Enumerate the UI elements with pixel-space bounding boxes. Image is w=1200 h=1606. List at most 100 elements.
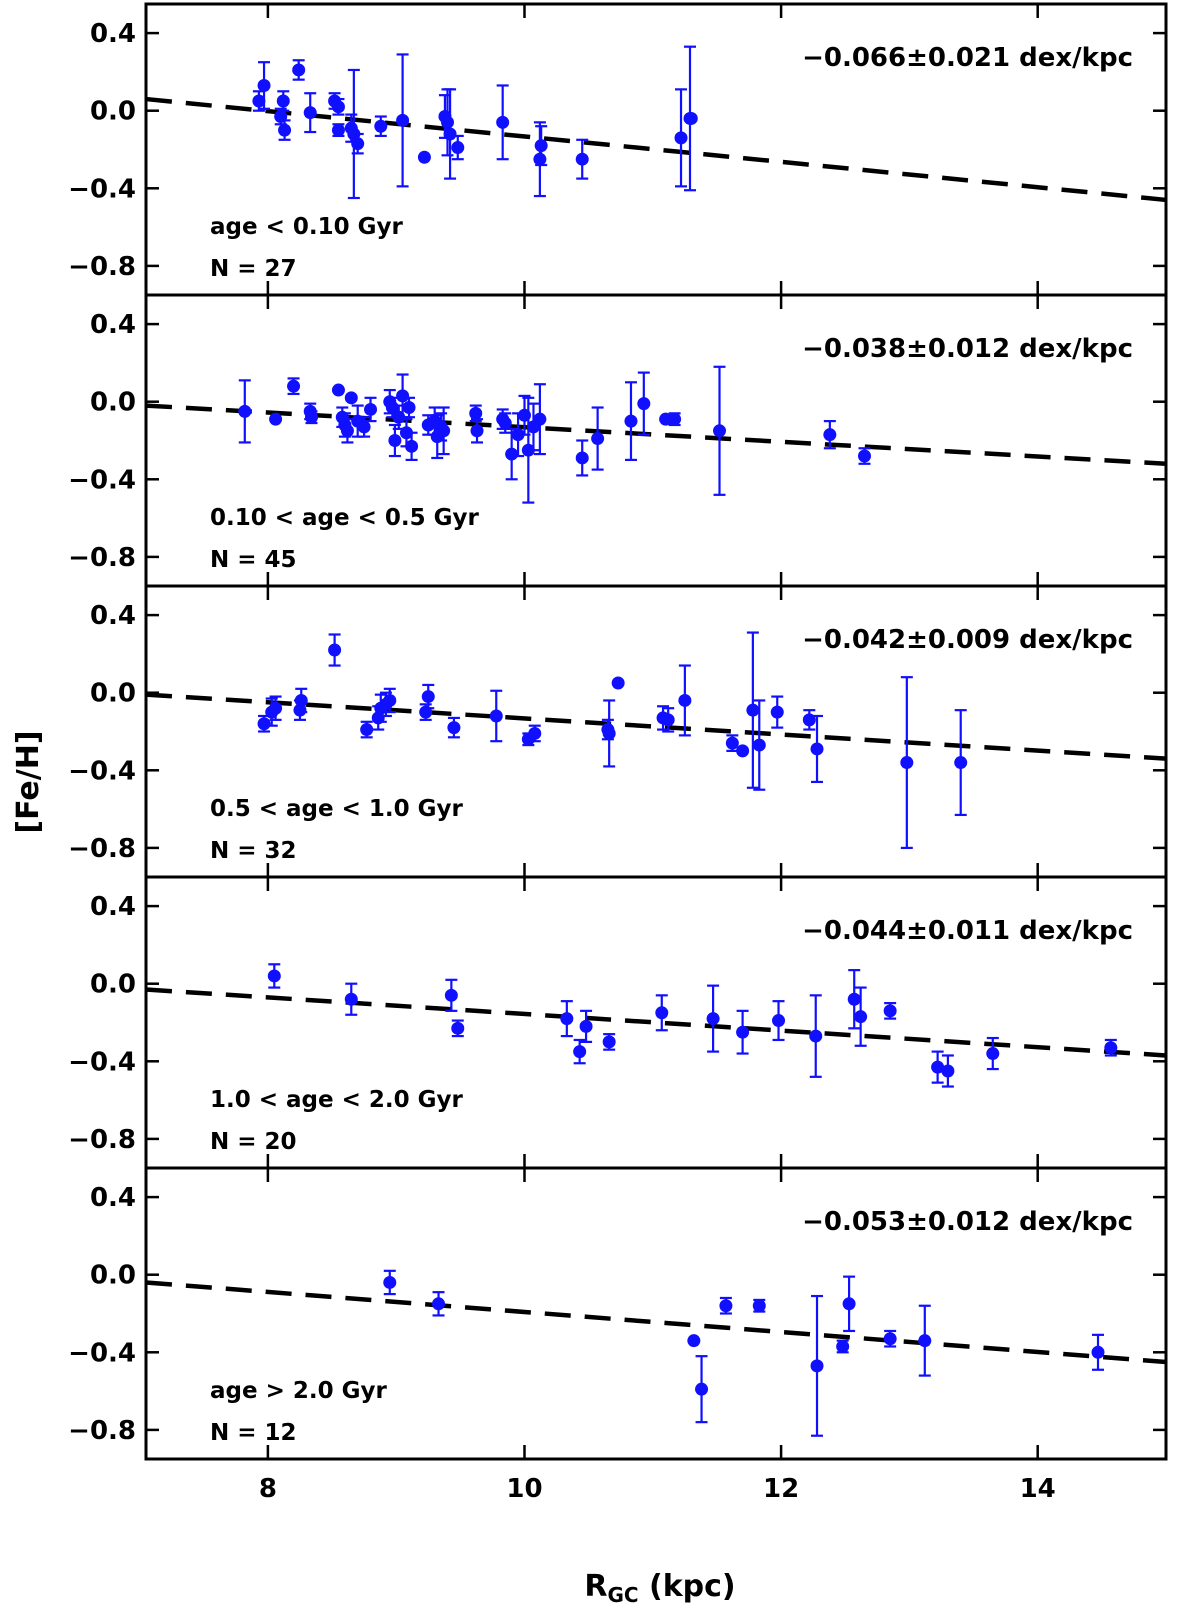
data-point [659, 412, 673, 426]
gradient-label: −0.042±0.009 dex/kpc [802, 625, 1133, 655]
data-point [451, 141, 465, 155]
data-point [451, 1021, 465, 1035]
y-tick-label: −0.8 [68, 252, 136, 282]
data-point [437, 424, 451, 438]
data-point [396, 113, 410, 127]
data-point [421, 690, 435, 704]
y-tick-label: 0.0 [90, 97, 136, 127]
data-point [360, 723, 374, 737]
age-range-label: 1.0 < age < 2.0 Gyr [210, 1087, 464, 1113]
gradient-label: −0.038±0.012 dex/kpc [802, 334, 1133, 364]
data-point [752, 1299, 766, 1313]
data-point [674, 131, 688, 145]
data-point [498, 416, 512, 430]
data-point [591, 432, 605, 446]
data-point [1091, 1345, 1105, 1359]
data-point [292, 63, 306, 77]
data-point [810, 1359, 824, 1373]
data-point [624, 414, 638, 428]
data-point [489, 709, 503, 723]
sample-size-label: N = 27 [210, 256, 297, 282]
data-point [602, 726, 616, 740]
data-point [257, 78, 271, 92]
x-tick-label: 14 [1020, 1474, 1056, 1504]
y-tick-label: −0.8 [68, 834, 136, 864]
data-point [278, 123, 292, 137]
data-point [575, 152, 589, 166]
data-point [305, 410, 319, 424]
fit-line [145, 403, 1167, 467]
data-point [402, 401, 416, 415]
y-tick-label: −0.4 [68, 756, 136, 786]
data-point [303, 106, 317, 120]
data-point [684, 111, 698, 125]
age-range-label: age > 2.0 Gyr [210, 1378, 387, 1404]
x-tick-label: 10 [506, 1474, 542, 1504]
gradient-label: −0.053±0.012 dex/kpc [802, 1207, 1133, 1237]
data-point [331, 383, 345, 397]
data-point [900, 756, 914, 770]
data-point [351, 137, 365, 151]
data-point [267, 969, 281, 983]
data-point [533, 412, 547, 426]
data-point [687, 1334, 701, 1348]
fit-line [145, 96, 1167, 203]
x-tick-label: 12 [763, 1474, 799, 1504]
y-axis-title: [Fe/H] [11, 730, 46, 833]
data-point [668, 412, 682, 426]
data-point [842, 1297, 856, 1311]
data-point [374, 119, 388, 133]
data-point [770, 705, 784, 719]
y-tick-label: 0.0 [90, 388, 136, 418]
data-point [269, 412, 283, 426]
data-point [810, 742, 824, 756]
x-tick-label: 8 [259, 1474, 277, 1504]
data-point [918, 1334, 932, 1348]
data-point [695, 1382, 709, 1396]
data-point [931, 1060, 945, 1074]
data-point [706, 1012, 720, 1026]
y-tick-label: −0.4 [68, 465, 136, 495]
panel-5: 0.4 0.0 −0.4 −0.8 −0.053±0.012 dex/kpc age > … [68, 1166, 1168, 1461]
data-point [344, 391, 358, 405]
data-point [344, 992, 358, 1006]
data-point [276, 94, 290, 108]
data-point [364, 402, 378, 416]
panel-4: 0.4 0.0 −0.4 −0.8 −0.044±0.011 dex/kpc 1.0 < … [68, 875, 1168, 1170]
data-point [611, 676, 625, 690]
y-tick-label: 0.0 [90, 1261, 136, 1291]
data-point [575, 451, 589, 465]
y-tick-label: 0.4 [90, 601, 136, 631]
data-point [383, 1275, 397, 1289]
data-point [954, 756, 968, 770]
data-point [854, 1010, 868, 1024]
panels-layer: 0.4 0.0 −0.4 −0.8 −0.066±0.021 dex/kpc age < … [68, 2, 1168, 1504]
data-point [836, 1339, 850, 1353]
data-point [752, 738, 766, 752]
data-point [528, 726, 542, 740]
data-point [823, 428, 837, 442]
y-tick-label: −0.4 [68, 174, 136, 204]
data-point [505, 447, 519, 461]
data-point [857, 449, 871, 463]
data-point [746, 703, 760, 717]
data-point [736, 1025, 750, 1039]
data-point [432, 1297, 446, 1311]
y-tick-label: 0.4 [90, 310, 136, 340]
data-point [736, 744, 750, 758]
data-point [443, 127, 457, 141]
panel-2: 0.4 0.0 −0.4 −0.8 −0.038±0.012 dex/kpc 0.10 <… [68, 293, 1168, 588]
y-tick-label: 0.4 [90, 1183, 136, 1213]
y-tick-label: 0.4 [90, 892, 136, 922]
panel-1: 0.4 0.0 −0.4 −0.8 −0.066±0.021 dex/kpc age < … [68, 2, 1168, 297]
fit-line [145, 692, 1167, 761]
data-point [328, 643, 342, 657]
data-point [441, 115, 455, 129]
data-point [941, 1064, 955, 1078]
data-point [293, 703, 307, 717]
data-point [661, 713, 675, 727]
data-point [1104, 1041, 1118, 1055]
data-point [809, 1029, 823, 1043]
data-point [579, 1019, 593, 1033]
data-point [417, 150, 431, 164]
